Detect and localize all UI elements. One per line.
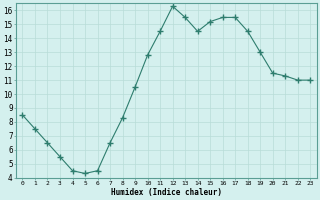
X-axis label: Humidex (Indice chaleur): Humidex (Indice chaleur) xyxy=(111,188,222,197)
